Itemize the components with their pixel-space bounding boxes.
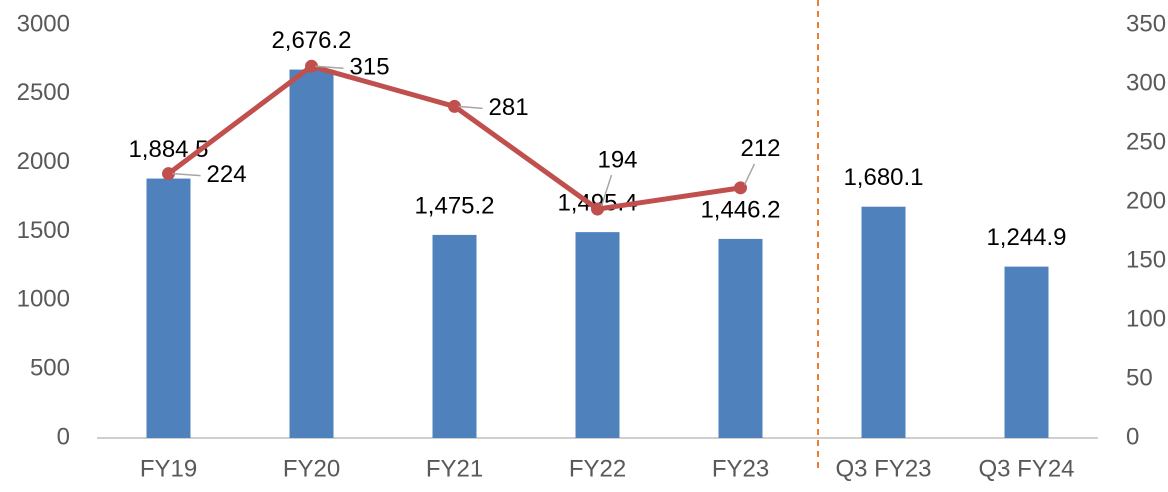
bar-value-label: 1,475.2 bbox=[414, 192, 494, 219]
bar bbox=[432, 234, 477, 438]
bar-value-label: 1,680.1 bbox=[843, 164, 923, 191]
y-tick-label: 1000 bbox=[17, 286, 70, 313]
leader-line bbox=[172, 172, 201, 177]
line-marker bbox=[591, 202, 604, 216]
line-value-label: 281 bbox=[489, 94, 529, 121]
y-tick-label: 500 bbox=[30, 355, 70, 382]
bar-value-label: 1,244.9 bbox=[986, 224, 1066, 251]
x-tick-label: FY22 bbox=[569, 455, 626, 482]
x-tick-label: FY20 bbox=[283, 455, 340, 482]
y-tick-label: 1500 bbox=[17, 217, 70, 244]
y2-tick-label: 0 bbox=[1126, 423, 1139, 450]
line bbox=[166, 63, 741, 212]
y2-tick-label: 300 bbox=[1126, 69, 1166, 96]
leader-line bbox=[600, 174, 613, 207]
line-value-label: 212 bbox=[740, 135, 780, 162]
y2-tick-label: 100 bbox=[1126, 305, 1166, 332]
y-tick-label: 3000 bbox=[17, 10, 70, 37]
line-marker bbox=[305, 59, 318, 73]
y-tick-label: 2500 bbox=[17, 79, 70, 106]
x-tick-label: FY23 bbox=[712, 455, 769, 482]
bar bbox=[575, 232, 620, 438]
bar-value-label: 2,676.2 bbox=[271, 27, 351, 54]
y2-tick-label: 50 bbox=[1126, 364, 1153, 391]
bar bbox=[146, 178, 191, 438]
bar bbox=[1004, 266, 1049, 438]
line-marker bbox=[162, 167, 175, 181]
x-tick-label: FY19 bbox=[140, 455, 197, 482]
line-marker bbox=[448, 99, 461, 113]
line-value-label: 194 bbox=[597, 146, 637, 173]
x-tick-label: FY21 bbox=[426, 455, 483, 482]
line-value-label: 224 bbox=[207, 161, 247, 188]
leader-line bbox=[315, 65, 344, 70]
y2-tick-label: 350 bbox=[1126, 10, 1166, 37]
y-tick-label: 2000 bbox=[17, 148, 70, 175]
bar bbox=[289, 69, 334, 438]
y2-tick-label: 200 bbox=[1126, 187, 1166, 214]
y2-tick-label: 250 bbox=[1126, 128, 1166, 155]
leader-line bbox=[743, 163, 756, 186]
leader-line bbox=[458, 105, 483, 110]
bar bbox=[718, 238, 763, 438]
bar bbox=[861, 206, 906, 438]
bar-value-label: 1,884.5 bbox=[128, 136, 208, 163]
x-tick-label: Q3 FY23 bbox=[835, 455, 931, 482]
line-marker bbox=[734, 181, 747, 195]
line-value-label: 315 bbox=[350, 54, 390, 81]
y-tick-label: 0 bbox=[57, 423, 70, 450]
bar-value-label: 1,446.2 bbox=[700, 196, 780, 223]
x-tick-label: Q3 FY24 bbox=[978, 455, 1074, 482]
y2-tick-label: 150 bbox=[1126, 246, 1166, 273]
